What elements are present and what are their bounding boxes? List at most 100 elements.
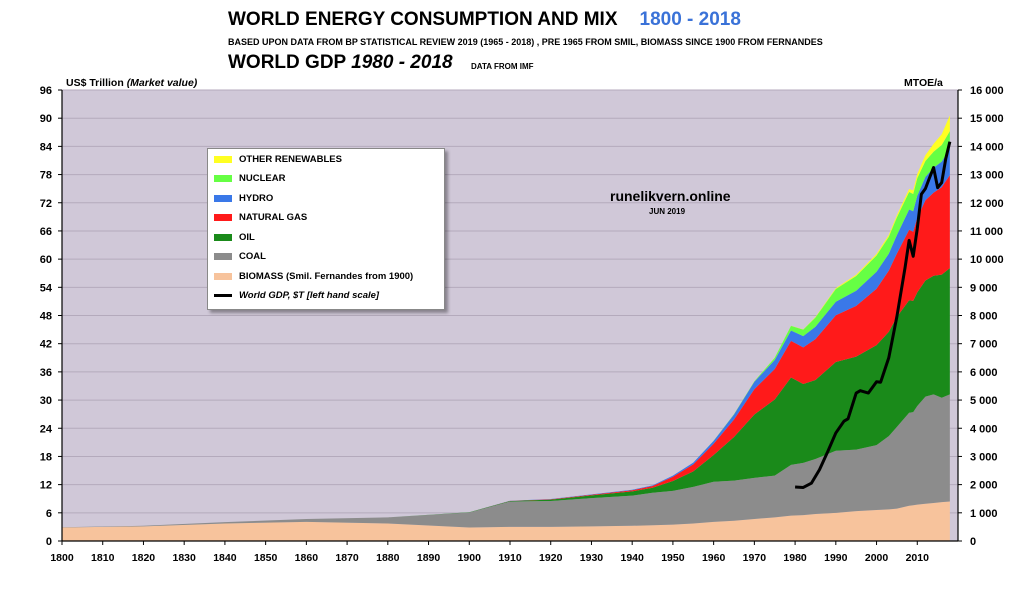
x-axis-ticks: 1800 1810 1820 1830 1840 1850 1860 1870 1880 1890…: [50, 541, 929, 564]
x-tick-label: 1910: [498, 552, 522, 564]
legend-label: NUCLEAR: [239, 173, 286, 184]
x-tick-label: 1820: [132, 552, 156, 564]
legend-label: OTHER RENEWABLES: [239, 153, 342, 165]
right-tick-label: 15 000: [970, 113, 1004, 125]
x-tick-label: 1900: [458, 552, 482, 564]
chart-title: WORLD ENERGY CONSUMPTION AND MIX 1800 - 2…: [228, 9, 741, 31]
gdp-title-years: 1980 - 2018: [351, 52, 453, 73]
legend-label: OIL: [239, 231, 255, 243]
left-tick-label: 0: [46, 536, 52, 548]
x-tick-label: 2010: [906, 552, 930, 564]
right-tick-label: 14 000: [970, 141, 1004, 153]
x-tick-label: 1940: [621, 552, 645, 564]
x-tick-label: 1980: [783, 552, 807, 564]
left-tick-label: 54: [40, 282, 53, 294]
legend-swatch: [214, 175, 232, 182]
gdp-source: DATA FROM IMF: [471, 62, 534, 71]
legend-swatch: [214, 253, 232, 260]
left-tick-label: 24: [40, 423, 53, 435]
watermark-site: runelikvern.online: [610, 188, 731, 204]
right-axis-title: MTOE/a: [904, 77, 943, 89]
legend-label: COAL: [239, 251, 266, 262]
x-tick-label: 1830: [173, 552, 197, 564]
legend-item: OIL: [214, 228, 255, 246]
gdp-title: WORLD GDP 1980 - 2018: [228, 52, 453, 74]
x-tick-label: 1930: [580, 552, 604, 564]
right-tick-label: 8 000: [970, 311, 998, 323]
legend-label: World GDP, $T [left hand scale]: [239, 290, 380, 301]
x-tick-label: 1950: [661, 552, 685, 564]
legend-item: OTHER RENEWABLES: [214, 150, 342, 168]
legend-swatch: [214, 272, 232, 280]
right-tick-label: 0: [970, 536, 976, 548]
right-axis-ticks: 0 1 000 2 000 3 000 4 000 5 000 6 000 7 000 8 00…: [958, 85, 1004, 548]
stacked-areas: [62, 115, 950, 541]
x-tick-label: 1800: [50, 552, 74, 564]
left-tick-label: 84: [40, 141, 53, 153]
right-tick-label: 6 000: [970, 367, 998, 379]
x-tick-label: 2000: [865, 552, 889, 564]
right-tick-label: 13 000: [970, 170, 1004, 182]
x-tick-label: 1970: [743, 552, 767, 564]
right-tick-label: 10 000: [970, 254, 1004, 266]
left-tick-label: 78: [40, 170, 52, 182]
legend-swatch: [214, 233, 232, 241]
x-tick-label: 1850: [254, 552, 278, 564]
left-tick-label: 48: [40, 311, 52, 323]
x-tick-label: 1960: [702, 552, 726, 564]
left-tick-label: 30: [40, 395, 52, 407]
x-tick-label: 1860: [295, 552, 319, 564]
legend: OTHER RENEWABLES NUCLEAR HYDRO NATURAL GAS O…: [207, 148, 445, 310]
chart-title-years: 1800 - 2018: [639, 9, 741, 30]
right-tick-label: 5 000: [970, 395, 998, 407]
left-tick-label: 90: [40, 113, 52, 125]
left-tick-label: 42: [40, 339, 52, 351]
right-tick-label: 11 000: [970, 226, 1003, 238]
chart-subtitle: BASED UPON DATA FROM BP STATISTICAL REVI…: [228, 37, 823, 47]
right-tick-label: 12 000: [970, 198, 1004, 210]
right-tick-label: 1 000: [970, 508, 998, 520]
legend-item: HYDRO: [214, 189, 273, 207]
x-tick-label: 1880: [376, 552, 400, 564]
left-tick-label: 18: [40, 451, 52, 463]
area-natural-gas: [62, 175, 950, 528]
right-tick-label: 16 000: [970, 85, 1004, 97]
legend-swatch: [214, 155, 232, 163]
x-tick-label: 1920: [539, 552, 563, 564]
left-tick-label: 66: [40, 226, 52, 238]
area-biomass: [62, 501, 950, 541]
right-tick-label: 9 000: [970, 282, 998, 294]
x-tick-label: 1890: [417, 552, 441, 564]
left-tick-label: 6: [46, 508, 52, 520]
legend-swatch: [214, 294, 232, 297]
legend-label: BIOMASS (Smil. Fernandes from 1900): [239, 270, 414, 282]
left-axis-title-text: US$ Trillion: [66, 77, 124, 89]
left-tick-label: 60: [40, 254, 52, 266]
x-tick-label: 1870: [335, 552, 359, 564]
right-tick-label: 7 000: [970, 339, 998, 351]
x-tick-label: 1810: [91, 552, 115, 564]
right-tick-label: 4 000: [970, 423, 998, 435]
legend-item: World GDP, $T [left hand scale]: [214, 287, 379, 305]
x-tick-label: 1840: [213, 552, 237, 564]
left-tick-label: 36: [40, 367, 52, 379]
legend-item: NATURAL GAS: [214, 209, 307, 227]
area-oil: [62, 268, 950, 528]
right-tick-label: 3 000: [970, 451, 998, 463]
left-axis-title: US$ Trillion (Market value): [66, 77, 197, 89]
chart-title-text: WORLD ENERGY CONSUMPTION AND MIX: [228, 9, 618, 30]
right-tick-label: 2 000: [970, 480, 998, 492]
legend-label: HYDRO: [239, 192, 274, 204]
left-axis-title-note: (Market value): [126, 77, 198, 89]
watermark-date: JUN 2019: [649, 207, 686, 216]
left-tick-label: 96: [40, 85, 52, 97]
left-axis-ticks: 0 6 12 18 24 30 36 42 48 54 60 66 72 78 84 90 96: [40, 85, 62, 548]
gdp-line: [795, 141, 952, 489]
legend-item: NUCLEAR: [214, 170, 285, 188]
legend-swatch: [214, 194, 232, 202]
legend-label: NATURAL GAS: [239, 212, 308, 223]
left-tick-label: 12: [40, 480, 52, 492]
gdp-title-text: WORLD GDP: [228, 52, 346, 73]
legend-swatch: [214, 214, 232, 221]
